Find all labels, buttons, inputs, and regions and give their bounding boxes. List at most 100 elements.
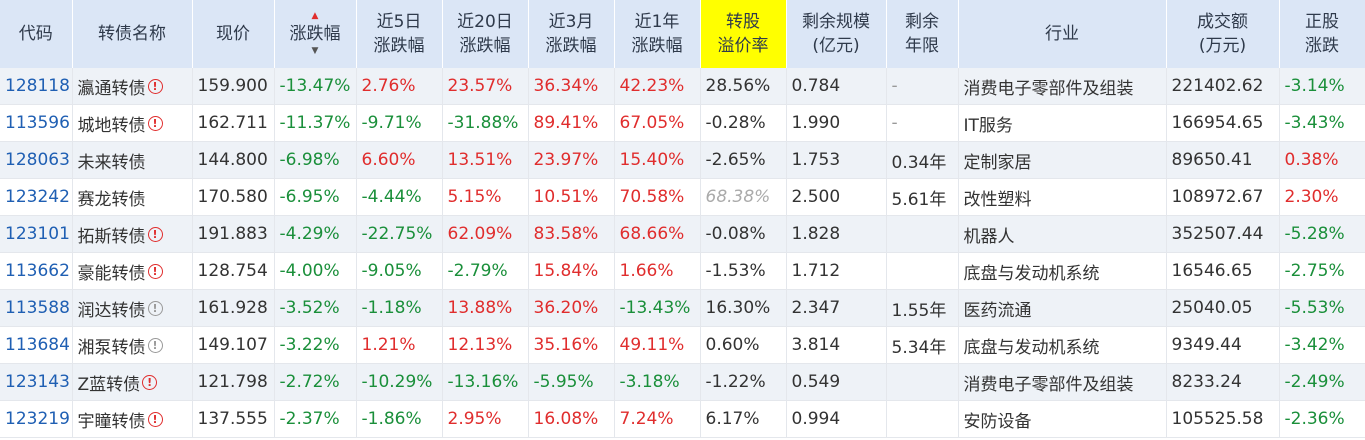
bond-name[interactable]: 城地转债 — [77, 115, 146, 136]
bond-name[interactable]: 瀛通转债 — [77, 78, 146, 99]
cell-name[interactable]: 拓斯转债! — [72, 215, 193, 253]
cell-code[interactable]: 128118 — [0, 68, 73, 105]
table-row[interactable]: 113588 润达转债! 161.928 -3.52% -1.18% 13.88% 36.2… — [0, 289, 1365, 327]
cell-change: -6.95% — [274, 178, 357, 216]
bond-name[interactable]: 拓斯转债 — [77, 226, 146, 247]
exclamation-circle-red-icon[interactable]: ! — [147, 115, 163, 131]
col-header-change[interactable]: ▲ 涨跌幅 ▼ — [274, 0, 357, 68]
cell-stock: -3.43% — [1279, 104, 1365, 142]
bond-name[interactable]: Z蓝转债 — [77, 374, 141, 395]
table-row[interactable]: 113662 豪能转债! 128.754 -4.00% -9.05% -2.79% 15.8… — [0, 252, 1365, 290]
cell-d20: -31.88% — [442, 104, 529, 142]
table-row[interactable]: 123242 赛龙转债 170.580 -6.95% -4.44% 5.15% 10.51%… — [0, 178, 1365, 216]
cell-volume: 9349.44 — [1166, 326, 1280, 364]
exclamation-circle-red-icon[interactable]: ! — [147, 411, 163, 427]
bond-name[interactable]: 未来转债 — [77, 152, 146, 173]
table-row[interactable]: 123219 宇瞳转债! 137.555 -2.37% -1.86% 2.95% 16.08… — [0, 400, 1365, 438]
cell-name[interactable]: 宇瞳转债! — [72, 400, 193, 438]
cell-premium: -1.53% — [700, 252, 787, 290]
header-row: 代码 转债名称 现价 ▲ 涨跌幅 ▼ 近5日 涨跌幅 近20日 涨跌幅 近3月 涨跌幅… — [0, 0, 1365, 68]
cell-m3: 15.84% — [528, 252, 615, 290]
bond-name[interactable]: 湘泵转债 — [77, 337, 146, 358]
exclamation-circle-red-icon[interactable]: ! — [147, 226, 163, 242]
col-header-d20[interactable]: 近20日 涨跌幅 — [442, 0, 529, 68]
cell-volume: 89650.41 — [1166, 141, 1280, 179]
cell-code[interactable]: 113684 — [0, 326, 73, 364]
col-header-volume[interactable]: 成交额 (万元) — [1166, 0, 1280, 68]
cell-code[interactable]: 113596 — [0, 104, 73, 142]
table-row[interactable]: 113596 城地转债! 162.711 -11.37% -9.71% -31.88% 89… — [0, 104, 1365, 142]
cell-premium: -1.22% — [700, 363, 787, 401]
cell-name[interactable]: 湘泵转债! — [72, 326, 193, 364]
sort-arrows-icon[interactable]: ▲ 涨跌幅 ▼ — [290, 12, 341, 56]
cell-code[interactable]: 113662 — [0, 252, 73, 290]
cell-d5: -4.44% — [356, 178, 443, 216]
col-header-scale[interactable]: 剩余规模 (亿元) — [786, 0, 887, 68]
cell-code[interactable]: 123143 — [0, 363, 73, 401]
table-row[interactable]: 123143 Z蓝转债! 121.798 -2.72% -10.29% -13.16% -5… — [0, 363, 1365, 401]
cell-y1: 15.40% — [614, 141, 701, 179]
cell-scale: 1.990 — [786, 104, 887, 142]
cell-remain — [886, 252, 959, 290]
exclamation-circle-gray-icon[interactable]: ! — [147, 337, 163, 353]
cell-code[interactable]: 123219 — [0, 400, 73, 438]
cell-d20: 62.09% — [442, 215, 529, 253]
cell-name[interactable]: Z蓝转债! — [72, 363, 193, 401]
bond-name[interactable]: 豪能转债 — [77, 263, 146, 284]
cell-d20: 13.88% — [442, 289, 529, 327]
col-header-premium[interactable]: 转股 溢价率 — [700, 0, 787, 68]
cell-code[interactable]: 113588 — [0, 289, 73, 327]
col-header-industry[interactable]: 行业 — [958, 0, 1167, 68]
table-row[interactable]: 128118 瀛通转债! 159.900 -13.47% 2.76% 23.57% 36.3… — [0, 68, 1365, 105]
cell-price: 161.928 — [192, 289, 275, 327]
cell-stock: -3.14% — [1279, 68, 1365, 105]
cell-name[interactable]: 未来转债 — [72, 141, 193, 179]
col-header-code[interactable]: 代码 — [0, 0, 73, 68]
cell-volume: 105525.58 — [1166, 400, 1280, 438]
bond-name[interactable]: 润达转债 — [77, 300, 146, 321]
cell-d5: -1.18% — [356, 289, 443, 327]
cell-name[interactable]: 赛龙转债 — [72, 178, 193, 216]
cell-name[interactable]: 润达转债! — [72, 289, 193, 327]
col-header-stock[interactable]: 正股 涨跌 — [1279, 0, 1365, 68]
bond-name[interactable]: 宇瞳转债 — [77, 411, 146, 432]
col-header-m3[interactable]: 近3月 涨跌幅 — [528, 0, 615, 68]
cell-d20: 2.95% — [442, 400, 529, 438]
cell-change: -4.29% — [274, 215, 357, 253]
cell-remain: 5.34年 — [886, 326, 959, 364]
cell-price: 128.754 — [192, 252, 275, 290]
table-row[interactable]: 123101 拓斯转债! 191.883 -4.29% -22.75% 62.09% 83.… — [0, 215, 1365, 253]
cell-d5: 6.60% — [356, 141, 443, 179]
cell-code[interactable]: 123242 — [0, 178, 73, 216]
cell-name[interactable]: 瀛通转债! — [72, 68, 193, 105]
cell-industry: 改性塑料 — [958, 178, 1167, 216]
exclamation-circle-red-icon[interactable]: ! — [147, 78, 163, 94]
exclamation-circle-gray-icon[interactable]: ! — [147, 300, 163, 316]
cell-premium: -0.08% — [700, 215, 787, 253]
cell-d5: -22.75% — [356, 215, 443, 253]
cell-industry: 底盘与发动机系统 — [958, 326, 1167, 364]
cell-name[interactable]: 豪能转债! — [72, 252, 193, 290]
cell-y1: 68.66% — [614, 215, 701, 253]
col-header-remain[interactable]: 剩余 年限 — [886, 0, 959, 68]
cell-name[interactable]: 城地转债! — [72, 104, 193, 142]
cell-d20: 12.13% — [442, 326, 529, 364]
table-row[interactable]: 128063 未来转债 144.800 -6.98% 6.60% 13.51% 23.97%… — [0, 141, 1365, 179]
col-header-price[interactable]: 现价 — [192, 0, 275, 68]
cell-industry: IT服务 — [958, 104, 1167, 142]
exclamation-circle-red-icon[interactable]: ! — [142, 374, 158, 390]
cell-change: -3.52% — [274, 289, 357, 327]
cell-code[interactable]: 128063 — [0, 141, 73, 179]
cell-industry: 机器人 — [958, 215, 1167, 253]
cell-y1: -13.43% — [614, 289, 701, 327]
col-header-name[interactable]: 转债名称 — [72, 0, 193, 68]
table-row[interactable]: 113684 湘泵转债! 149.107 -3.22% 1.21% 12.13% 35.16… — [0, 326, 1365, 364]
col-header-d5[interactable]: 近5日 涨跌幅 — [356, 0, 443, 68]
cell-code[interactable]: 123101 — [0, 215, 73, 253]
cell-stock: -2.75% — [1279, 252, 1365, 290]
exclamation-circle-red-icon[interactable]: ! — [147, 263, 163, 279]
cell-y1: 70.58% — [614, 178, 701, 216]
bond-name[interactable]: 赛龙转债 — [77, 189, 146, 210]
col-header-y1[interactable]: 近1年 涨跌幅 — [614, 0, 701, 68]
cell-change: -3.22% — [274, 326, 357, 364]
